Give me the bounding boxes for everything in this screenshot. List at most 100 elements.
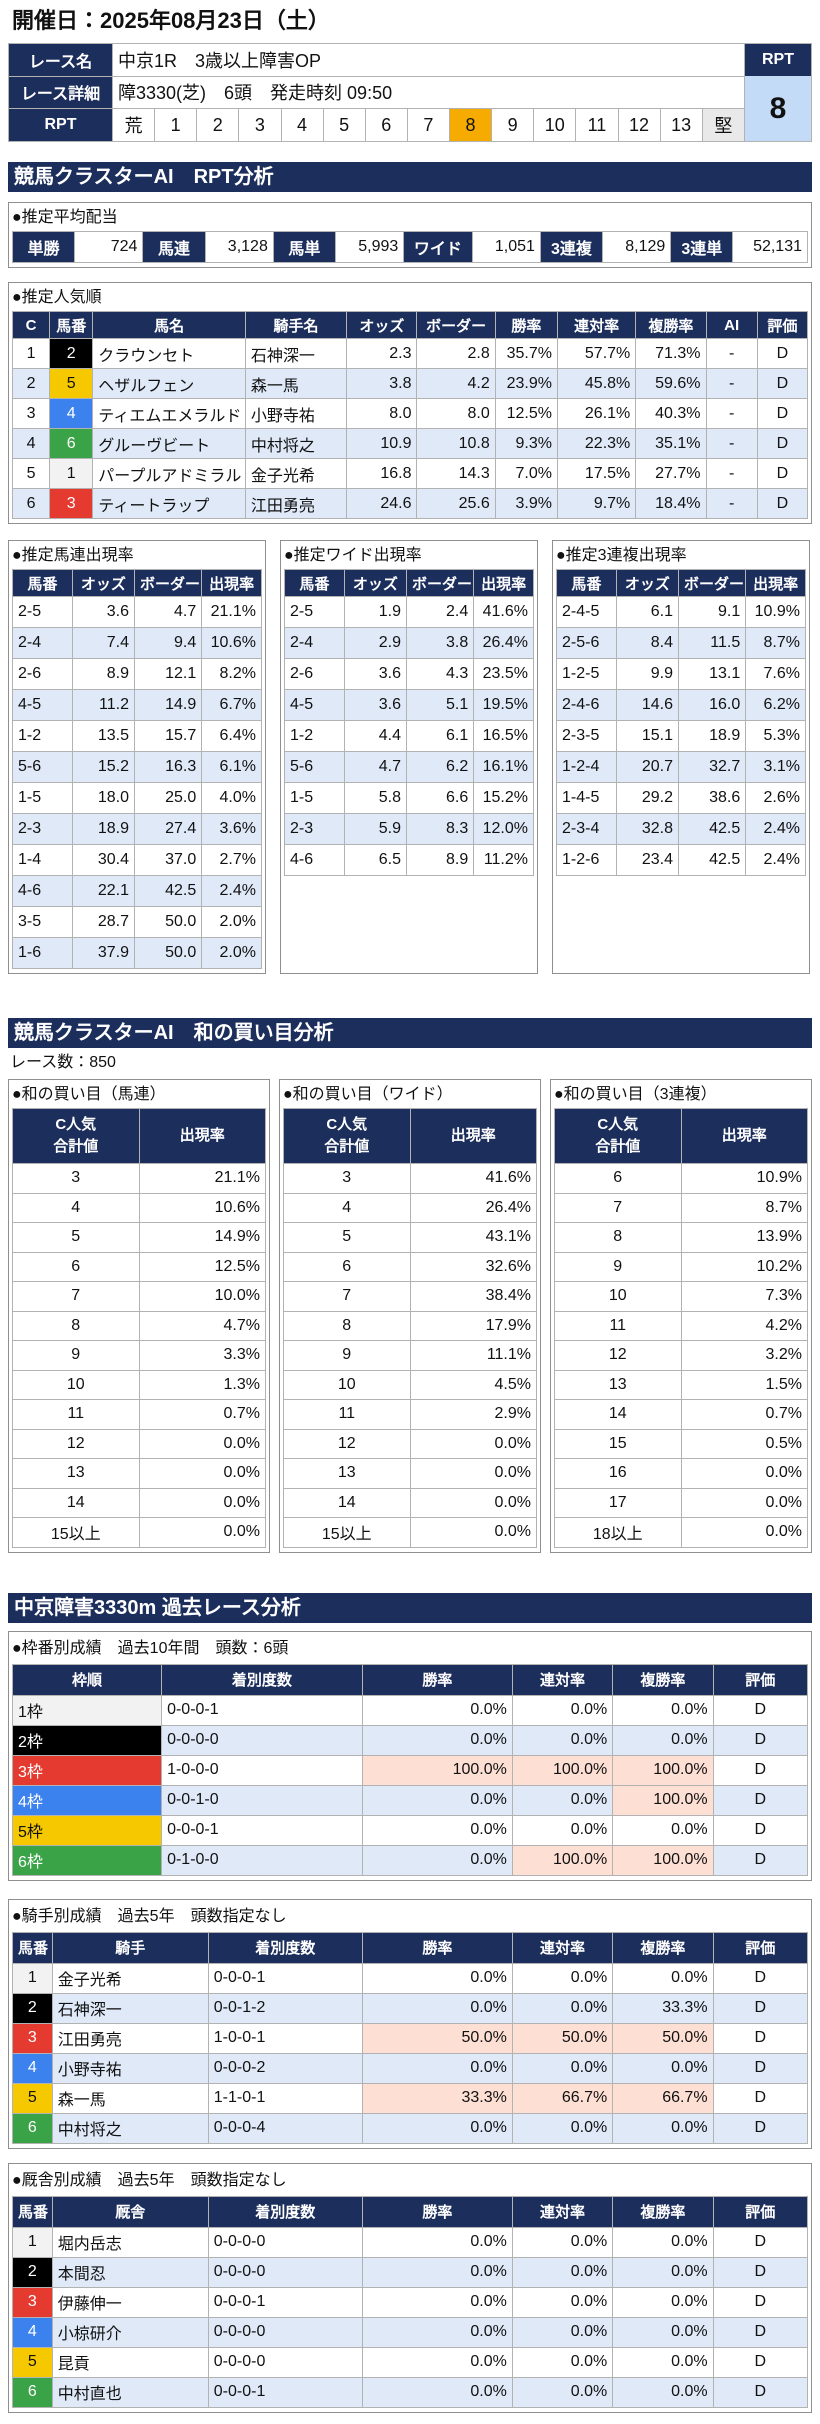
table-row: 1枠 0-0-0-1 0.0% 0.0% 0.0% D	[11, 1694, 809, 1726]
section-title: 中京障害3330m 過去レース分析	[8, 1592, 812, 1623]
table-cell: 小野寺祐	[244, 398, 348, 429]
table-cell: 17.9%	[409, 1310, 537, 1341]
table-row: 2-3-5 15.1 18.9 5.3%	[556, 720, 806, 752]
column-header: 厩舎	[51, 2195, 209, 2228]
table-cell: 6	[12, 2112, 53, 2144]
table-cell: D	[712, 1754, 809, 1786]
header-row: 馬番 騎手 着別度数 勝率 連対率 複勝率 評価	[12, 1931, 809, 1964]
table-cell: 7	[554, 1192, 682, 1223]
table-cell: 41.6%	[473, 596, 534, 628]
table-cell: 0-0-0-0	[161, 1724, 363, 1756]
table-cell: D	[712, 2286, 809, 2318]
table-cell: 堀内岳志	[51, 2226, 209, 2258]
table-row: 5-6 15.2 16.3 6.1%	[12, 751, 262, 783]
table-cell: 50.0%	[361, 2022, 513, 2054]
table-cell: 0.0%	[511, 1814, 614, 1846]
table-row: 15以上 0.0%	[12, 1517, 266, 1548]
rpt-scale-cell: 堅	[701, 108, 746, 142]
table-row: 4 6 グルーヴビート 中村将之 10.9 10.8 9.3% 22.3% 35.1% - D	[11, 428, 809, 459]
table-cell: D	[712, 1724, 809, 1756]
table-row: 5 14.9%	[12, 1222, 266, 1253]
table-cell: 0.0%	[612, 2112, 714, 2144]
table-row: 9 10.2%	[554, 1251, 808, 1282]
table-cell: 5	[12, 2082, 53, 2114]
table-row: 17 0.0%	[554, 1487, 808, 1518]
table-cell: 0-0-1-2	[207, 1992, 363, 2024]
table-cell: 2-3-4	[556, 813, 617, 845]
payout-value: 724	[74, 231, 144, 263]
table-cell: 5	[283, 1222, 411, 1253]
table-cell: 2.0%	[201, 906, 262, 938]
panel-title: ●和の買い目（ワイド）	[283, 1086, 453, 1103]
header-row: C人気 合計値 出現率	[554, 1108, 808, 1164]
table-row: 6 3 ティートラップ 江田勇亮 24.6 25.6 3.9% 9.7% 18.4% - D	[11, 488, 809, 519]
table-row: 6 中村直也 0-0-0-1 0.0% 0.0% 0.0% D	[12, 2376, 809, 2408]
section-title: 競馬クラスターAI RPT分析	[8, 162, 812, 192]
table-cell: 3	[12, 2286, 53, 2318]
table-cell: 25.6	[416, 488, 496, 519]
table-cell: 9	[12, 1340, 140, 1371]
table-cell: 1-2-4	[556, 751, 617, 783]
table-row: 3 江田勇亮 1-0-0-1 50.0% 50.0% 50.0% D	[12, 2022, 809, 2054]
table-row: 2-3 18.9 27.4 3.6%	[12, 813, 262, 845]
rpt-scale-cell: 7	[406, 108, 451, 142]
table-cell: 37.0	[133, 844, 203, 876]
table-cell: 0.0%	[409, 1458, 537, 1489]
column-header: 出現率	[138, 1108, 266, 1164]
table-cell: 0.0%	[680, 1517, 808, 1548]
column-header: 評価	[712, 2195, 809, 2228]
table-cell: 3.2%	[680, 1340, 808, 1371]
table-cell: 4.7	[343, 751, 408, 783]
table-cell: 2枠	[11, 1724, 163, 1756]
data-table: 馬番 オッズ ボーダー 出現率 2-5 1.9 2.4 41.6% 2-4 2.9 3.8 26.4%…	[284, 569, 534, 876]
section-title: 競馬クラスターAI 和の買い目分析	[8, 1018, 812, 1048]
table-row: 11 2.9%	[283, 1399, 537, 1430]
table-row: 4枠 0-0-1-0 0.0% 0.0% 100.0% D	[11, 1784, 809, 1816]
table-cell: 中村将之	[51, 2112, 209, 2144]
table-cell: 4.5%	[409, 1369, 537, 1400]
panel: ●推定3連複出現率 馬番 オッズ ボーダー 出現率 2-4-5 6.1 9.1 10.9% 2-5…	[552, 540, 810, 974]
header-row: 枠順 着別度数 勝率 連対率 複勝率 評価	[11, 1663, 809, 1696]
table-row: 2 本間忍 0-0-0-0 0.0% 0.0% 0.0% D	[12, 2256, 809, 2288]
table-cell: 10.9%	[745, 596, 806, 628]
table-row: 2-4 7.4 9.4 10.6%	[12, 627, 262, 659]
table-cell: 16.3	[133, 751, 203, 783]
table-cell: 32.6%	[409, 1251, 537, 1282]
table-cell: 2	[49, 338, 94, 369]
table-row: 4-5 3.6 5.1 19.5%	[284, 689, 534, 721]
table-cell: 3.8	[346, 368, 418, 399]
column-header: 複勝率	[635, 311, 707, 339]
table-cell: 10.9%	[680, 1163, 808, 1194]
data-table: C人気 合計値 出現率 3 21.1% 4 10.6% 5 14.9% 6 12.5% 7 10.0%…	[12, 1108, 266, 1548]
table-cell: 0.0%	[511, 2316, 614, 2348]
table-cell: D	[712, 2022, 809, 2054]
table-cell: 24.6	[346, 488, 418, 519]
table-cell: 26.4%	[409, 1192, 537, 1223]
table-row: 2-4-5 6.1 9.1 10.9%	[556, 596, 806, 628]
table-cell: 0.0%	[138, 1428, 266, 1459]
table-cell: 3	[283, 1163, 411, 1194]
table-cell: 0.0%	[361, 2256, 513, 2288]
table-cell: 本間忍	[51, 2256, 209, 2288]
table-cell: 2.9	[343, 627, 408, 659]
table-cell: 0.0%	[612, 2286, 714, 2318]
table-cell: 50.0	[133, 937, 203, 969]
table-cell: 0-0-0-1	[207, 2376, 363, 2408]
rpt-row: RPT 荒 1 2 3 4 5 6 7 8 9 10 11 12 13 堅	[8, 108, 746, 142]
table-cell: 43.1%	[409, 1222, 537, 1253]
table-cell: 0.0%	[361, 1844, 513, 1876]
table-cell: 11.2	[71, 689, 136, 721]
table-cell: 35.1%	[635, 428, 707, 459]
data-table: 馬番 厩舎 着別度数 勝率 連対率 複勝率 評価 1 堀内岳志 0-0-0-0 0.0% 0.0% 0.…	[12, 2195, 809, 2408]
table-cell: 3.3%	[138, 1340, 266, 1371]
table-cell: 中村将之	[244, 428, 348, 459]
table-cell: 15以上	[283, 1517, 411, 1548]
table-cell: D	[712, 1814, 809, 1846]
table-cell: 6	[11, 488, 51, 519]
table-cell: 0-0-0-0	[207, 2226, 363, 2258]
table-cell: 22.1	[71, 875, 136, 907]
table-cell: 3	[12, 2022, 53, 2054]
data-table: C人気 合計値 出現率 3 41.6% 4 26.4% 5 43.1% 6 32.6% 7 38.4%…	[283, 1108, 537, 1548]
table-cell: D	[712, 1844, 809, 1876]
column-header: 出現率	[409, 1108, 537, 1164]
